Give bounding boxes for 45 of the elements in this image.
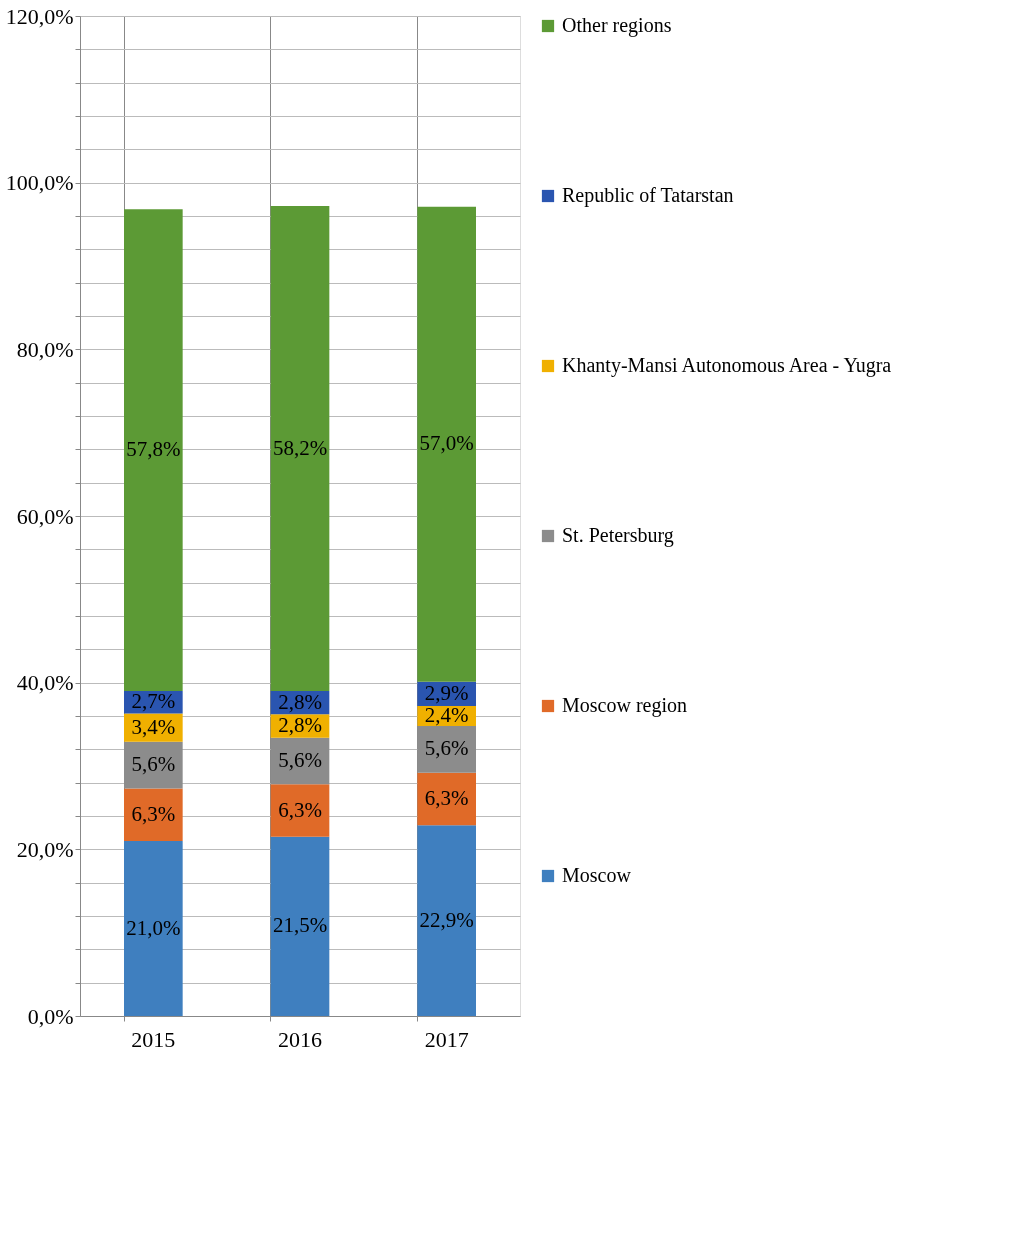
data-label: 6,3% — [278, 797, 322, 822]
y-tick-label: 60,0% — [16, 503, 74, 529]
bar — [124, 209, 183, 691]
data-label: 57,0% — [419, 431, 474, 456]
legend-label: Republic of Tatarstan — [562, 184, 734, 207]
bar — [270, 836, 330, 1016]
bar — [124, 841, 183, 1016]
bar — [270, 206, 330, 691]
bar — [417, 772, 476, 826]
bar — [124, 788, 183, 841]
y-tick-label: 80,0% — [16, 336, 74, 362]
y-tick-label: 40,0% — [16, 670, 74, 696]
data-label: 57,8% — [126, 437, 181, 462]
data-label: 2,4% — [424, 703, 469, 727]
data-label: 22,9% — [419, 907, 474, 932]
data-label: 3,4% — [131, 714, 176, 739]
x-tick-label: 2015 — [131, 1026, 176, 1052]
legend-label: St. Petersburg — [562, 524, 674, 547]
legend-label: Other regions — [562, 14, 672, 37]
y-tick-label: 0,0% — [27, 1003, 74, 1029]
legend-label: Khanty-Mansi Autonomous Area - Yugra — [562, 354, 892, 377]
data-label: 58,2% — [272, 435, 328, 460]
data-label: 6,3% — [424, 785, 469, 810]
y-tick-label: 20,0% — [16, 836, 74, 862]
bar — [124, 741, 183, 789]
bar — [417, 206, 476, 682]
bar — [417, 726, 476, 773]
data-label: 2,7% — [131, 689, 176, 714]
data-label: 21,0% — [126, 915, 181, 940]
legend-label: Moscow — [562, 864, 632, 886]
data-label: 5,6% — [131, 752, 176, 777]
data-label: 6,3% — [131, 801, 176, 826]
data-label: 5,6% — [278, 748, 322, 772]
data-label: 5,6% — [424, 736, 469, 761]
y-tick-label: 100,0% — [5, 170, 74, 196]
bar — [417, 825, 476, 1016]
x-tick-label: 2016 — [278, 1026, 322, 1052]
data-label: 2,8% — [278, 689, 322, 714]
data-label: 2,8% — [278, 713, 322, 737]
data-label: 21,5% — [272, 913, 328, 938]
bar — [270, 784, 330, 837]
x-tick-label: 2017 — [424, 1026, 469, 1052]
legend-label: Moscow region — [562, 694, 687, 717]
data-label: 2,9% — [424, 680, 469, 705]
y-tick-label: 120,0% — [5, 3, 74, 29]
